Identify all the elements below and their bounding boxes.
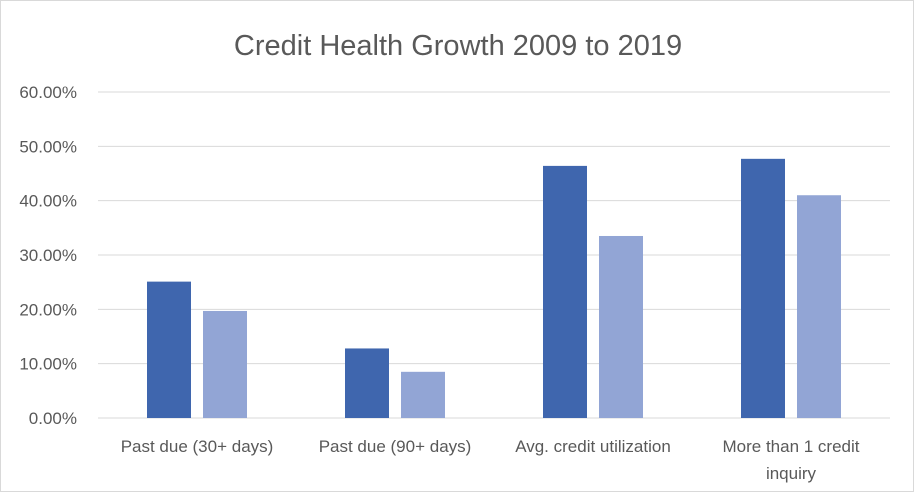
bar <box>599 235 643 418</box>
bar <box>543 165 587 418</box>
x-axis-category-labels: Past due (30+ days) Past due (90+ days) Av… <box>121 437 860 483</box>
y-tick-label: 30.00% <box>19 246 77 265</box>
y-tick-label: 0.00% <box>29 409 77 428</box>
y-tick-label: 50.00% <box>19 137 77 156</box>
bar <box>345 348 389 418</box>
y-tick-label: 40.00% <box>19 192 77 211</box>
category-label: inquiry <box>766 464 817 483</box>
category-label: Avg. credit utilization <box>515 437 671 456</box>
chart-title: Credit Health Growth 2009 to 2019 <box>234 30 682 62</box>
y-tick-label: 20.00% <box>19 300 77 319</box>
category-label: Past due (90+ days) <box>319 437 472 456</box>
category-label: More than 1 credit <box>722 437 859 456</box>
category-label: Past due (30+ days) <box>121 437 274 456</box>
y-tick-label: 60.00% <box>19 83 77 102</box>
bars <box>147 158 841 418</box>
bar <box>203 310 247 418</box>
y-tick-label: 10.00% <box>19 355 77 374</box>
bar <box>797 195 841 418</box>
y-axis-tick-labels: 0.00% 10.00% 20.00% 30.00% 40.00% 50.00% 60.00… <box>19 83 77 428</box>
bar <box>147 281 191 418</box>
bar <box>741 158 785 418</box>
bar <box>401 371 445 418</box>
